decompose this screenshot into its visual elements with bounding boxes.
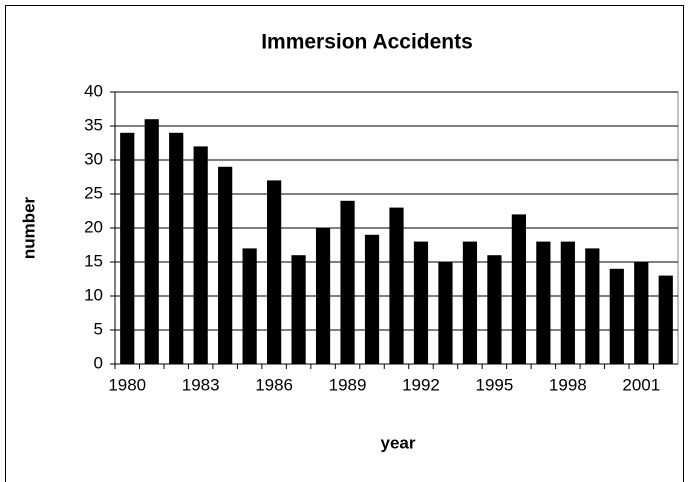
x-tick-label: 1986 xyxy=(255,375,293,394)
bar xyxy=(193,146,208,364)
bar xyxy=(291,255,306,364)
bar xyxy=(536,241,551,364)
bar xyxy=(487,255,502,364)
bar xyxy=(340,200,355,364)
y-tick-label: 35 xyxy=(84,115,103,134)
bar xyxy=(144,119,159,364)
x-tick-label: 2001 xyxy=(622,375,660,394)
x-tick-label: 1980 xyxy=(108,375,146,394)
bar xyxy=(560,241,575,364)
bar xyxy=(242,248,257,364)
bar xyxy=(389,207,404,364)
y-tick-label: 5 xyxy=(94,319,103,338)
bar xyxy=(267,180,282,364)
x-tick-label: 1995 xyxy=(475,375,513,394)
y-tick-label: 40 xyxy=(84,81,103,100)
x-tick-label: 1989 xyxy=(329,375,367,394)
bar xyxy=(120,132,135,364)
y-tick-label: 30 xyxy=(84,149,103,168)
y-tick-label: 10 xyxy=(84,285,103,304)
y-tick-label: 20 xyxy=(84,217,103,236)
y-tick-label: 15 xyxy=(84,251,103,270)
y-tick-label: 25 xyxy=(84,183,103,202)
bar xyxy=(218,166,233,364)
x-axis-label: year xyxy=(381,433,416,452)
x-tick-label: 1992 xyxy=(402,375,440,394)
bar xyxy=(585,248,600,364)
bar xyxy=(364,234,380,364)
bar xyxy=(609,268,624,364)
bar xyxy=(658,275,673,364)
bar xyxy=(462,241,478,364)
bar xyxy=(634,262,649,364)
bar xyxy=(413,241,429,364)
bar xyxy=(169,132,184,364)
chart-title: Immersion Accidents xyxy=(261,31,473,54)
x-tick-label: 1983 xyxy=(182,375,220,394)
y-tick-label: 0 xyxy=(94,353,103,372)
x-tick-label: 1998 xyxy=(549,375,587,394)
bar xyxy=(315,228,331,364)
bar xyxy=(511,214,526,364)
bar xyxy=(438,262,453,364)
y-axis-label: number xyxy=(19,196,38,259)
